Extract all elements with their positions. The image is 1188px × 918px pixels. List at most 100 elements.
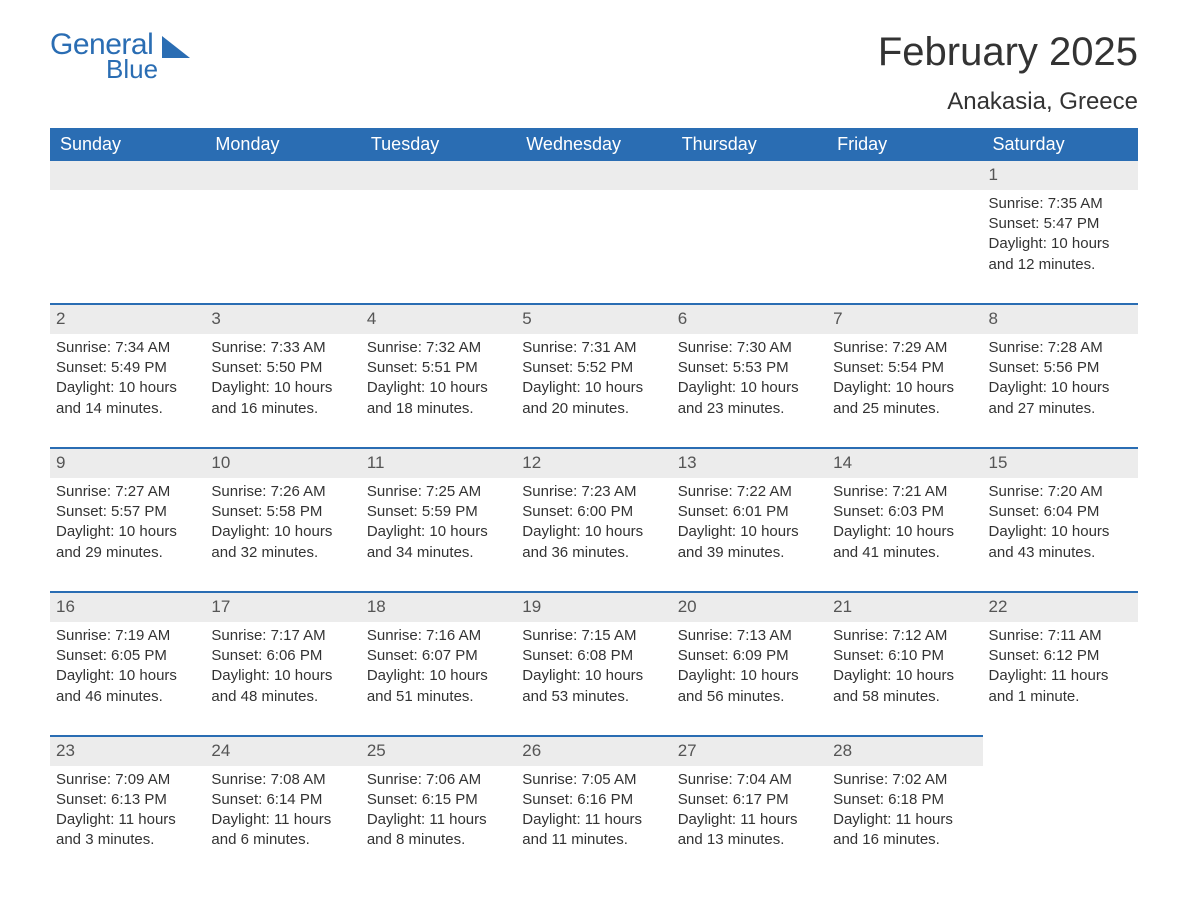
sunrise-text: Sunrise: 7:19 AM <box>56 626 199 646</box>
day-content: Sunrise: 7:16 AMSunset: 6:07 PMDaylight:… <box>367 626 510 707</box>
sunset-text: Sunset: 6:04 PM <box>989 502 1132 522</box>
day-content: Sunrise: 7:06 AMSunset: 6:15 PMDaylight:… <box>367 770 510 851</box>
daylight-text: Daylight: 10 hours and 12 minutes. <box>989 234 1132 275</box>
sunrise-text: Sunrise: 7:31 AM <box>522 338 665 358</box>
sunset-text: Sunset: 6:00 PM <box>522 502 665 522</box>
sunset-text: Sunset: 5:59 PM <box>367 502 510 522</box>
daylight-text: Daylight: 10 hours and 53 minutes. <box>522 666 665 707</box>
sunrise-text: Sunrise: 7:12 AM <box>833 626 976 646</box>
daylight-text: Daylight: 10 hours and 41 minutes. <box>833 522 976 563</box>
day-header: Friday <box>827 128 982 161</box>
day-number-bar: 13 <box>672 447 827 478</box>
sunrise-text: Sunrise: 7:28 AM <box>989 338 1132 358</box>
sunset-text: Sunset: 6:01 PM <box>678 502 821 522</box>
calendar-table: SundayMondayTuesdayWednesdayThursdayFrid… <box>50 128 1138 879</box>
sunrise-text: Sunrise: 7:26 AM <box>211 482 354 502</box>
calendar-cell: 16Sunrise: 7:19 AMSunset: 6:05 PMDayligh… <box>50 591 205 735</box>
calendar-cell <box>205 161 360 303</box>
day-content: Sunrise: 7:12 AMSunset: 6:10 PMDaylight:… <box>833 626 976 707</box>
day-number-bar <box>827 161 982 190</box>
sunrise-text: Sunrise: 7:13 AM <box>678 626 821 646</box>
calendar-cell: 21Sunrise: 7:12 AMSunset: 6:10 PMDayligh… <box>827 591 982 735</box>
day-number-bar: 23 <box>50 735 205 766</box>
daylight-text: Daylight: 10 hours and 48 minutes. <box>211 666 354 707</box>
sunrise-text: Sunrise: 7:05 AM <box>522 770 665 790</box>
daylight-text: Daylight: 10 hours and 46 minutes. <box>56 666 199 707</box>
daylight-text: Daylight: 10 hours and 39 minutes. <box>678 522 821 563</box>
sunrise-text: Sunrise: 7:16 AM <box>367 626 510 646</box>
day-number-bar: 19 <box>516 591 671 622</box>
calendar-cell <box>516 161 671 303</box>
location-label: Anakasia, Greece <box>50 88 1138 116</box>
day-content: Sunrise: 7:09 AMSunset: 6:13 PMDaylight:… <box>56 770 199 851</box>
daylight-text: Daylight: 10 hours and 51 minutes. <box>367 666 510 707</box>
calendar-cell: 14Sunrise: 7:21 AMSunset: 6:03 PMDayligh… <box>827 447 982 591</box>
day-content: Sunrise: 7:28 AMSunset: 5:56 PMDaylight:… <box>989 338 1132 419</box>
sunrise-text: Sunrise: 7:27 AM <box>56 482 199 502</box>
daylight-text: Daylight: 10 hours and 20 minutes. <box>522 378 665 419</box>
calendar-cell <box>672 161 827 303</box>
calendar-cell: 12Sunrise: 7:23 AMSunset: 6:00 PMDayligh… <box>516 447 671 591</box>
day-number-bar: 11 <box>361 447 516 478</box>
calendar-cell: 9 Sunrise: 7:27 AMSunset: 5:57 PMDaylight… <box>50 447 205 591</box>
sunrise-text: Sunrise: 7:22 AM <box>678 482 821 502</box>
day-content: Sunrise: 7:21 AMSunset: 6:03 PMDaylight:… <box>833 482 976 563</box>
calendar-cell: 15Sunrise: 7:20 AMSunset: 6:04 PMDayligh… <box>983 447 1138 591</box>
sunset-text: Sunset: 6:07 PM <box>367 646 510 666</box>
day-number-bar: 22 <box>983 591 1138 622</box>
calendar-cell: 10Sunrise: 7:26 AMSunset: 5:58 PMDayligh… <box>205 447 360 591</box>
calendar-cell: 18Sunrise: 7:16 AMSunset: 6:07 PMDayligh… <box>361 591 516 735</box>
day-content: Sunrise: 7:08 AMSunset: 6:14 PMDaylight:… <box>211 770 354 851</box>
sunset-text: Sunset: 5:54 PM <box>833 358 976 378</box>
day-content: Sunrise: 7:29 AMSunset: 5:54 PMDaylight:… <box>833 338 976 419</box>
sunset-text: Sunset: 5:49 PM <box>56 358 199 378</box>
calendar-cell: 22Sunrise: 7:11 AMSunset: 6:12 PMDayligh… <box>983 591 1138 735</box>
daylight-text: Daylight: 11 hours and 1 minute. <box>989 666 1132 707</box>
sunset-text: Sunset: 6:09 PM <box>678 646 821 666</box>
calendar-week-row: 23 Sunrise: 7:09 AMSunset: 6:13 PMDayligh… <box>50 735 1138 879</box>
sunset-text: Sunset: 6:14 PM <box>211 790 354 810</box>
sunset-text: Sunset: 6:10 PM <box>833 646 976 666</box>
sunset-text: Sunset: 5:50 PM <box>211 358 354 378</box>
day-content: Sunrise: 7:34 AMSunset: 5:49 PMDaylight:… <box>56 338 199 419</box>
day-content: Sunrise: 7:20 AMSunset: 6:04 PMDaylight:… <box>989 482 1132 563</box>
sunrise-text: Sunrise: 7:08 AM <box>211 770 354 790</box>
day-content: Sunrise: 7:22 AMSunset: 6:01 PMDaylight:… <box>678 482 821 563</box>
calendar-cell: 23 Sunrise: 7:09 AMSunset: 6:13 PMDayligh… <box>50 735 205 879</box>
day-content: Sunrise: 7:26 AMSunset: 5:58 PMDaylight:… <box>211 482 354 563</box>
day-number-bar: 4 <box>361 303 516 334</box>
sunrise-text: Sunrise: 7:15 AM <box>522 626 665 646</box>
day-content: Sunrise: 7:30 AMSunset: 5:53 PMDaylight:… <box>678 338 821 419</box>
day-number-bar <box>516 161 671 190</box>
daylight-text: Daylight: 11 hours and 6 minutes. <box>211 810 354 851</box>
daylight-text: Daylight: 10 hours and 56 minutes. <box>678 666 821 707</box>
daylight-text: Daylight: 11 hours and 8 minutes. <box>367 810 510 851</box>
day-number-bar: 26 <box>516 735 671 766</box>
calendar-cell <box>983 735 1138 879</box>
sunset-text: Sunset: 6:16 PM <box>522 790 665 810</box>
day-content: Sunrise: 7:27 AMSunset: 5:57 PMDaylight:… <box>56 482 199 563</box>
sunrise-text: Sunrise: 7:30 AM <box>678 338 821 358</box>
sunrise-text: Sunrise: 7:20 AM <box>989 482 1132 502</box>
day-content: Sunrise: 7:02 AMSunset: 6:18 PMDaylight:… <box>833 770 976 851</box>
day-header: Thursday <box>672 128 827 161</box>
day-number-bar <box>672 161 827 190</box>
sunset-text: Sunset: 6:18 PM <box>833 790 976 810</box>
sunset-text: Sunset: 5:53 PM <box>678 358 821 378</box>
calendar-cell: 26 Sunrise: 7:05 AMSunset: 6:16 PMDayligh… <box>516 735 671 879</box>
day-header: Sunday <box>50 128 205 161</box>
day-number-bar: 20 <box>672 591 827 622</box>
calendar-cell: 6Sunrise: 7:30 AMSunset: 5:53 PMDaylight… <box>672 303 827 447</box>
daylight-text: Daylight: 10 hours and 14 minutes. <box>56 378 199 419</box>
calendar-cell: 2Sunrise: 7:34 AMSunset: 5:49 PMDaylight… <box>50 303 205 447</box>
sunset-text: Sunset: 5:51 PM <box>367 358 510 378</box>
daylight-text: Daylight: 11 hours and 11 minutes. <box>522 810 665 851</box>
sunrise-text: Sunrise: 7:09 AM <box>56 770 199 790</box>
day-number-bar: 5 <box>516 303 671 334</box>
day-number-bar: 3 <box>205 303 360 334</box>
sunset-text: Sunset: 6:17 PM <box>678 790 821 810</box>
daylight-text: Daylight: 11 hours and 13 minutes. <box>678 810 821 851</box>
daylight-text: Daylight: 10 hours and 36 minutes. <box>522 522 665 563</box>
day-number-bar: 9 <box>50 447 205 478</box>
day-header: Monday <box>205 128 360 161</box>
